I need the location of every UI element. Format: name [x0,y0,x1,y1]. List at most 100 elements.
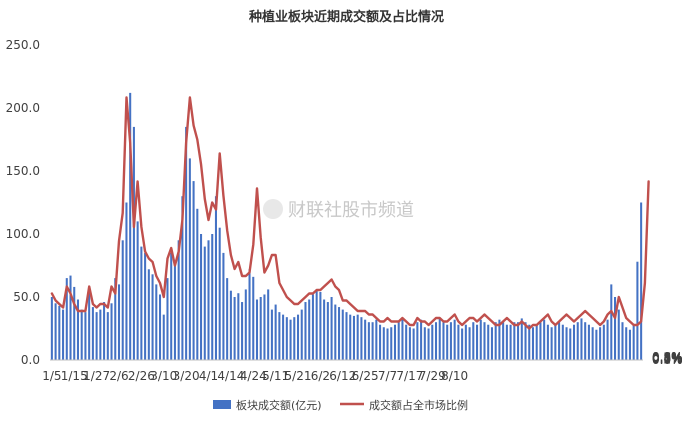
bar [211,234,214,360]
bar [233,297,236,360]
bar [584,322,587,360]
bar [401,319,404,360]
bar [315,289,318,360]
bar [528,324,531,360]
x-axis-tick: 3/10 [150,369,177,383]
bar [263,294,266,360]
bar [349,314,352,360]
bar [427,328,430,360]
bar [226,278,229,360]
right-axis-tick: 0.1% [652,353,683,367]
bar [241,302,244,360]
bar [136,221,139,360]
bar [565,327,568,360]
bar [554,324,557,360]
left-axis-tick: 50.0 [13,290,40,304]
bar [569,328,572,360]
bar [158,294,162,360]
right-axis-tick: 0.7% [652,351,683,365]
series-line [50,96,650,330]
bar [282,314,285,360]
bar [308,299,311,360]
bar [185,126,188,361]
bar [311,294,314,360]
bar [345,312,348,360]
left-axis-tick: 250.0 [6,38,40,52]
bar [125,202,128,360]
bar [65,278,68,360]
bar [472,322,475,360]
bar [438,318,441,360]
bar [535,324,538,360]
right-axis-tick: 0.5% [652,351,683,365]
bar [356,314,359,360]
left-axis-tick: 150.0 [6,164,40,178]
bar [285,317,288,360]
bar [237,293,240,360]
bar [69,275,72,360]
bar [371,322,374,360]
bar [278,312,281,360]
bar [505,324,508,360]
bar [546,324,549,360]
right-axis-tick: 0.9% [652,350,683,364]
x-axis-tick: 7/29 [419,369,446,383]
bar [502,322,505,360]
bar [319,291,322,360]
bar [614,297,617,360]
bar [248,269,251,360]
bar [572,324,576,360]
bar [509,324,512,360]
bar [408,327,411,360]
x-axis-tick: 6/2 [311,369,330,383]
bar [341,309,344,360]
right-axis-tick: 0.3% [652,352,683,366]
bar [62,309,65,360]
bar [214,196,217,360]
bar [479,319,482,360]
bar [114,278,117,360]
bar [434,322,438,360]
bar [531,327,535,360]
bar [602,324,605,360]
bar [192,181,195,360]
bar [423,327,426,360]
bar [628,329,631,360]
bar [151,274,154,360]
bar [390,327,393,360]
bar [58,305,61,360]
x-axis-tick: 3/20 [173,369,200,383]
x-axis-tick: 2/6 [109,369,128,383]
left-axis-tick: 100.0 [6,227,40,241]
x-axis-tick: 8/10 [441,369,468,383]
bar [334,304,337,360]
bar [300,309,303,360]
bar [420,319,423,360]
bar [416,322,419,360]
bar [110,303,113,360]
bar [140,246,143,360]
legend-label-line: 成交额占全市场比例 [369,398,468,412]
bar [293,317,296,360]
bar [517,322,520,360]
bar [360,317,363,360]
x-axis-tick: 1/27 [83,369,110,383]
bar [338,307,341,360]
bar [99,309,102,360]
bar [259,297,262,360]
bar [412,328,415,360]
bar [599,327,602,360]
bar [449,322,452,360]
x-axis-tick: 4/1 [199,369,218,383]
right-axis-tick: 0.8% [652,350,683,364]
bar [636,261,639,360]
bar [464,324,467,360]
bar [375,319,378,360]
right-axis-tick: 0.4% [652,352,683,366]
bar [91,307,94,360]
bar [606,319,609,360]
bar [457,324,460,360]
bar [520,318,523,360]
bar [270,309,273,360]
